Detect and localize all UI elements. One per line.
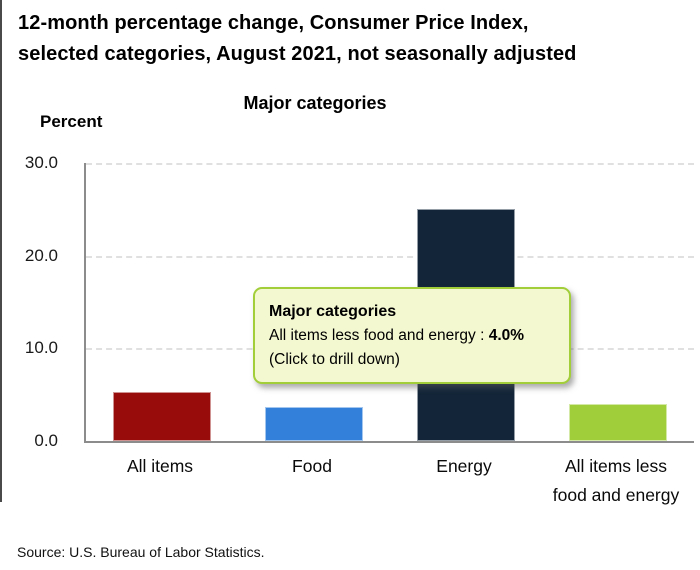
x-axis-label: All items less food and energy: [552, 456, 680, 505]
chart-subtitle: Major categories: [243, 93, 387, 113]
x-axis-label: Energy: [436, 456, 492, 476]
bar-all-items[interactable]: [113, 391, 211, 441]
x-axis-label: All items: [126, 456, 194, 476]
bar-all-items-less-food-and-energy[interactable]: [569, 403, 667, 441]
y-tick-label: 20.0: [24, 245, 58, 265]
tooltip-action-hint: (Click to drill down): [269, 351, 400, 368]
gridline: [86, 255, 694, 258]
y-tick-label: 10.0: [24, 338, 58, 358]
hover-tooltip: Major categories All items less food and…: [253, 287, 571, 384]
page-title-line2: selected categories, August 2021, not se…: [18, 43, 577, 65]
source-attribution: Source: U.S. Bureau of Labor Statistics.: [17, 544, 265, 560]
bar-food[interactable]: [265, 406, 363, 441]
x-axis-labels: All items Food Energy All items less food a…: [84, 452, 692, 552]
page-title: 12-month percentage change, Consumer Pri…: [18, 8, 682, 70]
page-title-line1: 12-month percentage change, Consumer Pri…: [18, 12, 529, 34]
gridline: [86, 163, 694, 165]
tooltip-value: 4.0%: [488, 327, 525, 344]
window-left-edge: [0, 0, 2, 502]
y-axis-title: Percent: [40, 112, 103, 131]
y-tick-label: 0.0: [34, 431, 58, 450]
tooltip-category: All items less food and energy :: [269, 327, 489, 344]
tooltip-title: Major categories: [269, 303, 397, 320]
x-axis-label: Food: [292, 456, 332, 476]
tooltip-value-line: All items less food and energy : 4.0%: [269, 324, 555, 348]
y-axis-labels: 0.0 10.0 20.0 30.0: [0, 153, 58, 450]
y-tick-label: 30.0: [24, 153, 58, 172]
